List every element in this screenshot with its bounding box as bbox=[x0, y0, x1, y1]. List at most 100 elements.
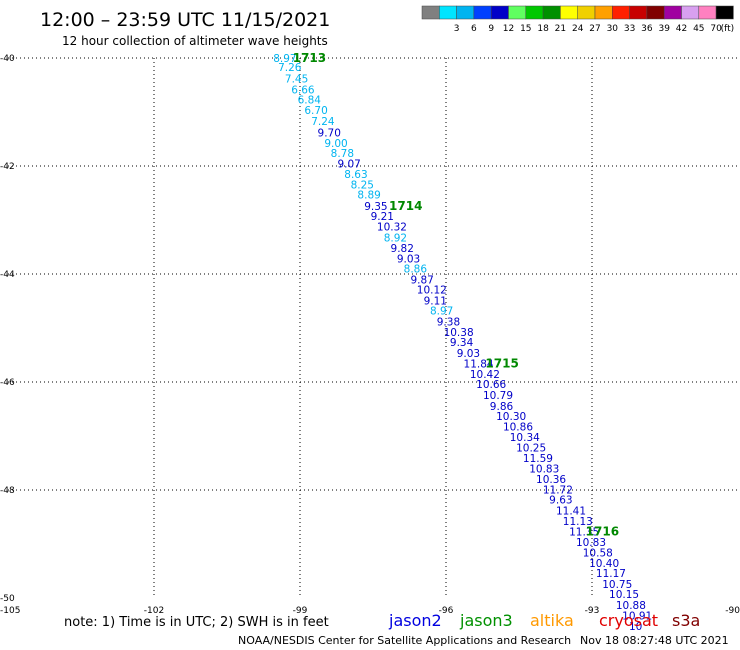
swh-value: 10.15 bbox=[609, 589, 639, 601]
time-marker: 1716 bbox=[586, 525, 619, 539]
swh-value: 10.79 bbox=[483, 390, 513, 402]
legend-label: 30 bbox=[607, 24, 619, 34]
credit-line: NOAA/NESDIS Center for Satellite Applica… bbox=[238, 634, 571, 647]
satellite-jason3: jason3 bbox=[459, 611, 513, 630]
swh-value: 8.89 bbox=[357, 190, 380, 202]
legend-label: 33 bbox=[624, 24, 635, 34]
swh-value: 10.75 bbox=[602, 579, 632, 591]
lat-tick-label: -40 bbox=[0, 54, 15, 64]
legend-label: 24 bbox=[572, 24, 584, 34]
swh-value: 7.45 bbox=[285, 74, 308, 86]
swh-value: 10.91 bbox=[622, 610, 652, 622]
swh-value: 10.42 bbox=[470, 369, 500, 381]
satellite-jason2: jason2 bbox=[388, 611, 442, 630]
timestamp: Nov 18 08:27:48 UTC 2021 bbox=[580, 634, 729, 647]
swh-value: 8.86 bbox=[404, 264, 428, 276]
swh-value: 8.78 bbox=[331, 148, 354, 160]
legend-swatch bbox=[508, 5, 527, 20]
time-marker: 1714 bbox=[389, 199, 422, 213]
swh-value: 11.84 bbox=[464, 359, 494, 371]
lon-tick-label: -102 bbox=[144, 606, 164, 616]
legend-label: 39 bbox=[658, 24, 670, 34]
swh-value: 10.66 bbox=[476, 379, 506, 391]
legend-label: 18 bbox=[537, 24, 549, 34]
legend-label: 15 bbox=[520, 24, 531, 34]
swh-value: 10.12 bbox=[417, 285, 447, 297]
swh-value: 6.66 bbox=[291, 84, 315, 96]
swh-value: 10.40 bbox=[589, 558, 619, 570]
legend-swatch bbox=[612, 5, 630, 20]
legend-swatch bbox=[525, 5, 544, 20]
satellite-altika: altika bbox=[530, 611, 574, 630]
legend-swatch bbox=[473, 5, 492, 20]
color-scale-legend: 3 6 9 12 15 18 21 24 27 30 33 36 39 42 45 70(ft) bbox=[421, 5, 735, 34]
legend-swatch bbox=[456, 5, 475, 20]
swh-value: 10.34 bbox=[510, 432, 540, 444]
legend-swatch bbox=[646, 5, 665, 20]
swh-value: 7.26 bbox=[278, 62, 302, 74]
time-marker: 1715 bbox=[485, 357, 518, 371]
swh-value: 9.03 bbox=[457, 348, 480, 360]
swh-value: 10.36 bbox=[536, 474, 566, 486]
legend-label: 6 bbox=[471, 24, 477, 34]
swh-value: 10.30 bbox=[496, 411, 526, 423]
lat-tick-label: -42 bbox=[0, 162, 15, 172]
legend-swatch bbox=[594, 5, 613, 20]
swh-value: 9.63 bbox=[549, 495, 572, 507]
satellite-legend: jason2 jason3 altika cryosat s3a bbox=[388, 611, 700, 630]
swh-value: 11.59 bbox=[523, 453, 553, 465]
swh-value: 10 bbox=[629, 621, 642, 633]
swh-value: 10.83 bbox=[529, 463, 559, 475]
legend-swatch bbox=[560, 5, 578, 20]
swh-value: 9.03 bbox=[397, 253, 420, 265]
swh-value: 8.92 bbox=[384, 232, 407, 244]
lon-tick-label: -99 bbox=[293, 606, 308, 616]
swh-value: 10.25 bbox=[516, 442, 546, 454]
legend-swatch bbox=[542, 5, 561, 20]
swh-value: 8.25 bbox=[351, 179, 374, 191]
swh-value: 9.21 bbox=[371, 211, 394, 223]
swh-value: 11.35 bbox=[569, 527, 599, 539]
satellite-cryosat: cryosat bbox=[599, 611, 658, 630]
swh-value: 11.72 bbox=[543, 484, 573, 496]
observation-track: 8.977.267.456.666.846.707.249.709.008.78… bbox=[273, 53, 652, 633]
legend-swatch bbox=[577, 5, 596, 20]
lon-tick-label: -93 bbox=[585, 606, 600, 616]
lat-tick-label: -44 bbox=[0, 270, 15, 280]
legend-label: 70 bbox=[710, 24, 722, 34]
footer-note: note: 1) Time is in UTC; 2) SWH is in fe… bbox=[64, 615, 329, 630]
swh-value: 11.13 bbox=[563, 516, 593, 528]
legend-label: 27 bbox=[589, 24, 600, 34]
time-markers: 1713 1714 1715 1716 bbox=[293, 51, 619, 539]
legend-swatch bbox=[629, 5, 648, 20]
legend-swatch bbox=[421, 5, 440, 20]
swh-value: 10.58 bbox=[583, 548, 613, 560]
legend-swatch bbox=[439, 5, 457, 20]
legend-label: 12 bbox=[503, 24, 514, 34]
swh-value: 11.17 bbox=[596, 568, 626, 580]
legend-swatch bbox=[681, 5, 700, 20]
lat-lon-grid bbox=[8, 57, 738, 598]
legend-label: 9 bbox=[488, 24, 494, 34]
swh-value: 9.07 bbox=[337, 158, 360, 170]
satellite-s3a: s3a bbox=[672, 611, 700, 630]
swh-value: 9.82 bbox=[391, 243, 414, 255]
swh-value: 10.88 bbox=[616, 600, 646, 612]
lon-tick-label: -105 bbox=[0, 606, 20, 616]
lat-tick-label: -48 bbox=[0, 486, 15, 496]
swh-value: 10.32 bbox=[377, 221, 407, 233]
swh-value: 10.83 bbox=[576, 537, 606, 549]
page-title: 12:00 – 23:59 UTC 11/15/2021 bbox=[40, 9, 330, 31]
legend-unit: (ft) bbox=[721, 24, 735, 34]
swh-value: 6.70 bbox=[304, 105, 327, 117]
swh-value: 8.63 bbox=[344, 169, 367, 181]
swh-value: 8.97 bbox=[430, 306, 453, 318]
swh-value: 9.38 bbox=[437, 317, 460, 329]
legend-swatch bbox=[698, 5, 717, 20]
swh-value: 10.38 bbox=[444, 327, 474, 339]
lon-tick-label: -90 bbox=[725, 606, 740, 616]
swh-value: 10.86 bbox=[503, 421, 533, 433]
swh-value: 9.87 bbox=[410, 274, 433, 286]
swh-value: 9.34 bbox=[450, 337, 474, 349]
